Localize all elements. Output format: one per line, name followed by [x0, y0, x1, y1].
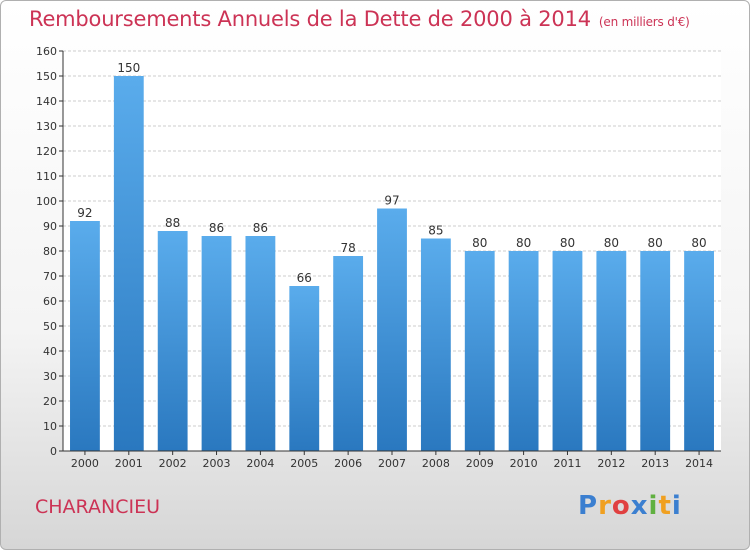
x-tick-label-2001: 2001 — [115, 457, 143, 470]
data-label-2011: 80 — [560, 236, 575, 250]
logo-letter: t — [658, 491, 672, 521]
data-label-2010: 80 — [516, 236, 531, 250]
chart-title: Remboursements Annuels de la Dette de 20… — [29, 7, 690, 31]
bar-2014 — [684, 251, 714, 451]
bar-2012 — [596, 251, 627, 451]
x-tick-label-2010: 2010 — [510, 457, 538, 470]
x-tick-label-2000: 2000 — [71, 457, 99, 470]
data-label-2013: 80 — [648, 236, 663, 250]
data-label-2007: 97 — [384, 194, 399, 208]
x-tick-label-2013: 2013 — [641, 457, 669, 470]
x-tick-label-2009: 2009 — [466, 457, 494, 470]
logo-letter: P — [578, 491, 599, 521]
y-tick-label: 0 — [50, 445, 57, 458]
data-label-2009: 80 — [472, 236, 487, 250]
x-tick-label-2007: 2007 — [378, 457, 406, 470]
y-tick-label: 150 — [36, 70, 57, 83]
data-label-2001: 150 — [117, 61, 140, 75]
bar-2004 — [245, 236, 276, 451]
x-tick-label-2002: 2002 — [159, 457, 187, 470]
data-label-2004: 86 — [253, 221, 268, 235]
y-tick-label: 120 — [36, 145, 57, 158]
y-tick-label: 10 — [43, 420, 57, 433]
x-tick-label-2005: 2005 — [290, 457, 318, 470]
y-tick-label: 130 — [36, 120, 57, 133]
x-tick-label-2014: 2014 — [685, 457, 713, 470]
data-label-2012: 80 — [604, 236, 619, 250]
x-tick-label-2004: 2004 — [246, 457, 274, 470]
x-tick-label-2011: 2011 — [553, 457, 581, 470]
x-tick-label-2003: 2003 — [203, 457, 231, 470]
bar-2001 — [113, 76, 144, 451]
logo-letter: x — [630, 491, 649, 521]
data-label-2003: 86 — [209, 221, 224, 235]
bar-2000 — [70, 221, 100, 451]
y-tick-label: 70 — [43, 270, 57, 283]
y-tick-label: 50 — [43, 320, 57, 333]
chart-title-text: Remboursements Annuels de la Dette de 20… — [29, 7, 591, 31]
data-label-2014: 80 — [691, 236, 706, 250]
bar-2006 — [333, 256, 364, 451]
y-tick-label: 60 — [43, 295, 57, 308]
y-tick-label: 80 — [43, 245, 57, 258]
logo-letter: o — [611, 491, 631, 521]
y-tick-label: 140 — [36, 95, 57, 108]
y-tick-label: 160 — [36, 45, 57, 58]
logo-letter: i — [671, 491, 682, 521]
data-label-2005: 66 — [297, 271, 312, 285]
bar-2008 — [420, 238, 451, 451]
y-tick-label: 40 — [43, 345, 57, 358]
y-tick-label: 90 — [43, 220, 57, 233]
data-label-2008: 85 — [428, 224, 443, 238]
bar-2007 — [377, 208, 407, 451]
logo-letter: i — [648, 491, 659, 521]
y-tick-label: 110 — [36, 170, 57, 183]
x-tick-label-2006: 2006 — [334, 457, 362, 470]
commune-name: CHARANCIEU — [35, 496, 160, 518]
logo-letter: r — [598, 491, 612, 521]
bar-2010 — [508, 251, 539, 451]
proxiti-logo: Proxiti — [578, 491, 682, 521]
bar-2002 — [157, 231, 188, 451]
x-tick-label-2008: 2008 — [422, 457, 450, 470]
bar-chart: 0 10 20 30 40 50 60 70 80 90 100 110 120 130 140 150 160… — [36, 45, 721, 470]
y-tick-label: 20 — [43, 395, 57, 408]
bar-2011 — [552, 251, 583, 451]
data-label-2002: 88 — [165, 216, 180, 230]
data-label-2000: 92 — [77, 206, 92, 220]
x-tick-label-2012: 2012 — [597, 457, 625, 470]
y-tick-label: 30 — [43, 370, 57, 383]
y-tick-label: 100 — [36, 195, 57, 208]
bar-2003 — [201, 236, 232, 451]
bar-2009 — [464, 251, 495, 451]
data-label-2006: 78 — [340, 241, 355, 255]
bar-2005 — [289, 286, 320, 451]
bar-2013 — [640, 251, 671, 451]
chart-subtitle: (en milliers d'€) — [598, 15, 690, 29]
